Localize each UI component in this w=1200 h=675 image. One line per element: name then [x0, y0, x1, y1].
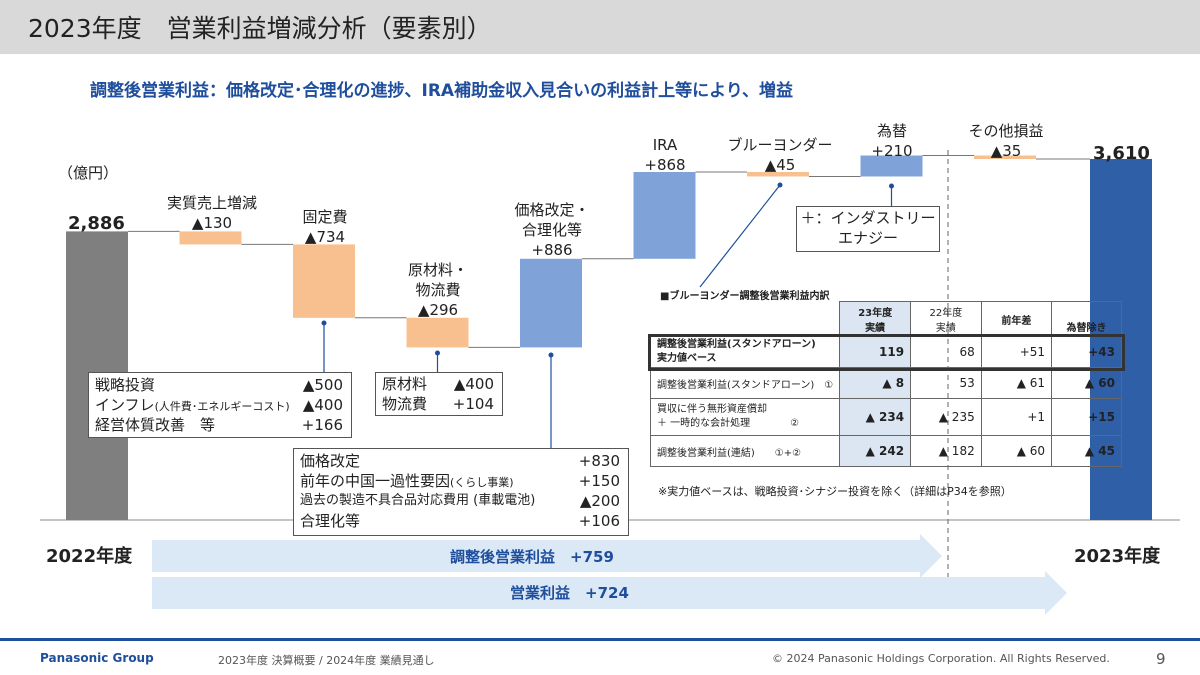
bar-step-2 [293, 244, 355, 318]
blue-yonder-table: 23年度 実績 22年度 実績 前年差 為替除き 調整後営業利益(スタンドアローン)… [647, 301, 1125, 467]
end-year-label: 2023年度 [1074, 546, 1161, 567]
step-label-price: 価格改定・ 合理化等 +886 [514, 201, 590, 259]
bar-step-8 [974, 155, 1036, 159]
leader-price-dot [548, 352, 554, 358]
footer-rule [0, 638, 1200, 641]
material-breakdown-box: 原材料 ▲400 物流費 +104 [375, 372, 503, 416]
blue-yonder-table-title: ■ブルーヨンダー調整後営業利益内訳 [660, 291, 830, 302]
bar-step-5 [633, 172, 696, 259]
page-title: 2023年度 営業利益増減分析（要素別） [28, 14, 492, 43]
header-diff: 前年差 [980, 301, 1053, 337]
op-income-arrow-label: 営業利益 +724 [510, 584, 629, 602]
page-number: 9 [1156, 650, 1166, 668]
price-breakdown-box: 価格改定 +830 前年の中国一過性要因(くらし事業) +150 過去の製造不具… [293, 448, 629, 536]
leader-fixed-cost-dot [321, 320, 327, 326]
bar-step-1 [179, 231, 242, 245]
leader-fx-dot [889, 183, 894, 189]
footer-copyright: © 2024 Panasonic Holdings Corporation. A… [772, 652, 1110, 665]
table-row: 買収に伴う無形資産償却＋ 一時的な会計処理 ② ▲ 234 ▲ 235 +1 +… [649, 398, 1122, 436]
table-header-row: 23年度 実績 22年度 実績 前年差 為替除き [650, 301, 1122, 337]
table-row: 調整後営業利益(スタンドアローン) ① ▲ 8 53 ▲ 61 ▲ 60 [649, 367, 1122, 399]
step-label-ira: IRA +868 [644, 136, 686, 174]
page-subtitle: 調整後営業利益：価格改定･合理化の進捗、IRA補助金収入見合いの利益計上等により… [90, 81, 794, 101]
bar-step-6 [747, 172, 809, 177]
footer-doc-title: 2023年度 決算概要 / 2024年度 業績見通し [218, 654, 435, 667]
fx-breakdown-box: ＋：インダストリー エナジー [796, 206, 940, 252]
step-label-other: その他損益 ▲35 [968, 122, 1044, 160]
table-note: ※実力値ベースは、戦略投資･シナジー投資を除く（詳細はP34を参照） [658, 485, 1012, 498]
header-ex-fx: 為替除き [1051, 301, 1122, 337]
title-bar: 2023年度 営業利益増減分析（要素別） [0, 0, 1200, 54]
header-fy23: 23年度 実績 [839, 301, 912, 337]
leader-material-dot [435, 350, 440, 356]
op-income-arrow [152, 571, 1067, 615]
leader-blue-yonder-dot [777, 182, 783, 188]
unit-label: （億円） [58, 164, 119, 182]
header-fy22: 22年度 実績 [910, 301, 982, 337]
start-value-label: 2,886 [68, 213, 125, 234]
step-label-blue-yonder: ブルーヨンダー ▲45 [727, 136, 833, 174]
leader-blue-yonder [699, 184, 781, 288]
step-label-fx: 為替 +210 [871, 122, 913, 160]
brand-logo: Panasonic Group [40, 651, 154, 665]
end-value-label: 3,610 [1093, 143, 1150, 164]
bar-step-3 [406, 317, 469, 348]
fixed-cost-breakdown-box: 戦略投資 ▲500 インフレ(人件費･エネルギーコスト) ▲400 経営体質改善… [88, 372, 352, 438]
table-row: 調整後営業利益(連結) ①+② ▲ 242 ▲ 182 ▲ 60 ▲ 45 [649, 435, 1122, 467]
start-year-label: 2022年度 [46, 546, 133, 567]
step-label-fixed-cost: 固定費 ▲734 [302, 208, 348, 246]
step-label-sales: 実質売上増減 ▲130 [166, 194, 257, 232]
adjusted-op-income-arrow-label: 調整後営業利益 +759 [450, 548, 614, 566]
table-row: 調整後営業利益(スタンドアローン) 実力値ベース 119 68 +51 +43 [647, 333, 1125, 371]
bar-step-4 [520, 258, 582, 348]
bar-step-7 [860, 155, 923, 177]
step-label-material: 原材料・ 物流費 ▲296 [407, 261, 468, 319]
adjusted-op-income-arrow [152, 534, 942, 578]
